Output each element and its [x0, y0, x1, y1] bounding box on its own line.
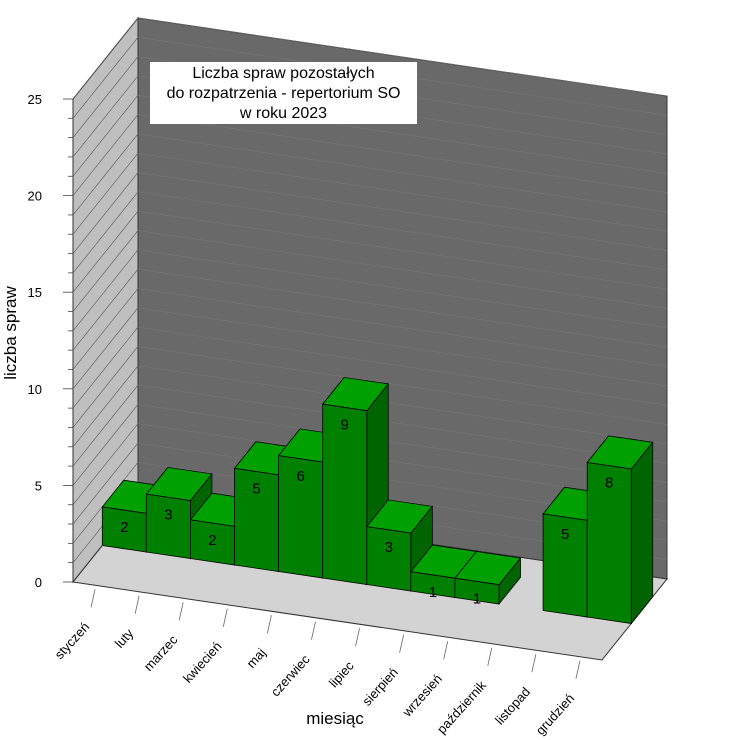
bar-side	[630, 441, 654, 625]
x-tick-label: kwiecień	[180, 639, 225, 686]
data-label: 1	[473, 590, 481, 607]
bar-front	[322, 403, 368, 585]
data-label: 5	[252, 481, 260, 498]
bar-front	[586, 462, 632, 624]
y-tick-label: 10	[28, 382, 42, 397]
chart-bars: 2 3 2 5 6 9 3 1 1 5 8	[101, 376, 654, 625]
data-label: 9	[341, 416, 349, 433]
side-gridline	[72, 37, 139, 119]
x-tick	[443, 641, 449, 660]
back-gridline	[137, 114, 668, 193]
side-gridline	[72, 75, 139, 158]
y-tick-label: 15	[28, 285, 42, 300]
bar-front	[454, 577, 500, 605]
back-gridline	[137, 288, 668, 367]
chart-title-line-2: do rozpatrzenia - repertorium SO	[166, 85, 401, 102]
x-tick-label: luty	[112, 625, 137, 650]
chart-title-line-1: Liczba spraw pozostałych	[192, 65, 375, 82]
x-tick-label: maj	[243, 645, 268, 671]
back-gridline	[137, 191, 668, 271]
x-tick	[531, 654, 537, 673]
side-gridline	[72, 114, 139, 196]
x-tick-label: wrzesień	[399, 671, 445, 720]
side-gridline	[72, 384, 139, 467]
x-tick-label: lipiec	[326, 658, 357, 690]
data-label: 3	[385, 539, 393, 556]
side-gridline	[72, 191, 139, 274]
side-gridline	[72, 404, 139, 486]
back-gridline	[137, 307, 668, 387]
x-tick	[266, 615, 272, 634]
x-tick-label: listopad	[492, 684, 533, 727]
x-tick	[90, 589, 96, 608]
side-gridline	[72, 307, 139, 389]
chart-title-line-3: w roku 2023	[239, 105, 328, 122]
side-gridline	[72, 17, 139, 100]
back-gridline	[137, 346, 668, 425]
side-gridline	[72, 95, 139, 177]
bar-grudzień: 8	[586, 435, 654, 625]
side-gridline	[72, 326, 139, 409]
x-tick-label: styczeń	[52, 619, 93, 662]
data-label: 1	[429, 584, 437, 601]
back-gridline	[137, 17, 668, 97]
y-tick-label: 5	[35, 478, 42, 493]
x-tick	[575, 660, 581, 679]
data-label: 5	[561, 526, 569, 543]
back-gridline	[137, 384, 668, 464]
side-gridline	[72, 249, 139, 332]
side-gridline	[72, 346, 139, 428]
side-gridline	[72, 288, 139, 370]
back-gridline	[137, 210, 668, 290]
y-tick-label: 20	[28, 189, 42, 204]
x-axis-title: miesiąc	[306, 709, 364, 728]
back-gridline	[137, 268, 668, 348]
back-gridline	[137, 230, 668, 309]
side-gridline	[72, 365, 139, 447]
y-axis-title: liczba spraw	[1, 286, 20, 380]
bar-front	[366, 526, 412, 592]
x-tick-label: październik	[434, 677, 489, 736]
data-label: 8	[605, 475, 613, 492]
side-gridline	[72, 423, 139, 505]
side-gridline	[72, 211, 139, 293]
x-tick	[311, 621, 316, 640]
chart-title: Liczba spraw pozostałych do rozpatrzenia…	[150, 62, 417, 124]
y-tick-label: 25	[28, 92, 42, 107]
side-gridline	[72, 56, 139, 138]
back-gridline	[137, 423, 668, 503]
data-label: 3	[164, 506, 172, 523]
side-gridline	[72, 230, 139, 312]
back-gridline	[137, 152, 668, 232]
x-tick-label: czerwiec	[268, 651, 313, 699]
bar-front	[145, 493, 191, 559]
y-tick-label: 0	[35, 575, 42, 590]
bar-wrzesień: 1	[454, 551, 522, 607]
back-gridline	[137, 365, 668, 445]
back-gridline	[137, 133, 668, 213]
side-gridline	[72, 172, 139, 254]
side-gridline	[72, 268, 139, 351]
side-gridline	[72, 153, 139, 235]
x-tick	[222, 608, 228, 627]
side-gridline	[72, 133, 139, 216]
x-tick	[355, 628, 360, 647]
x-tick	[487, 647, 493, 666]
back-gridline	[137, 249, 668, 329]
side-gridline	[72, 442, 139, 525]
back-gridline	[137, 326, 668, 406]
x-tick	[178, 602, 184, 621]
data-label: 6	[296, 468, 304, 485]
back-gridline	[137, 172, 668, 251]
x-tick-label: marzec	[141, 632, 181, 674]
x-tick-label: sierpień	[359, 665, 401, 709]
data-label: 2	[208, 532, 216, 549]
x-tick	[134, 595, 140, 614]
data-label: 2	[120, 519, 128, 536]
x-tick	[399, 634, 405, 653]
x-tick-label: grudzień	[533, 691, 578, 738]
back-gridline	[137, 404, 668, 483]
